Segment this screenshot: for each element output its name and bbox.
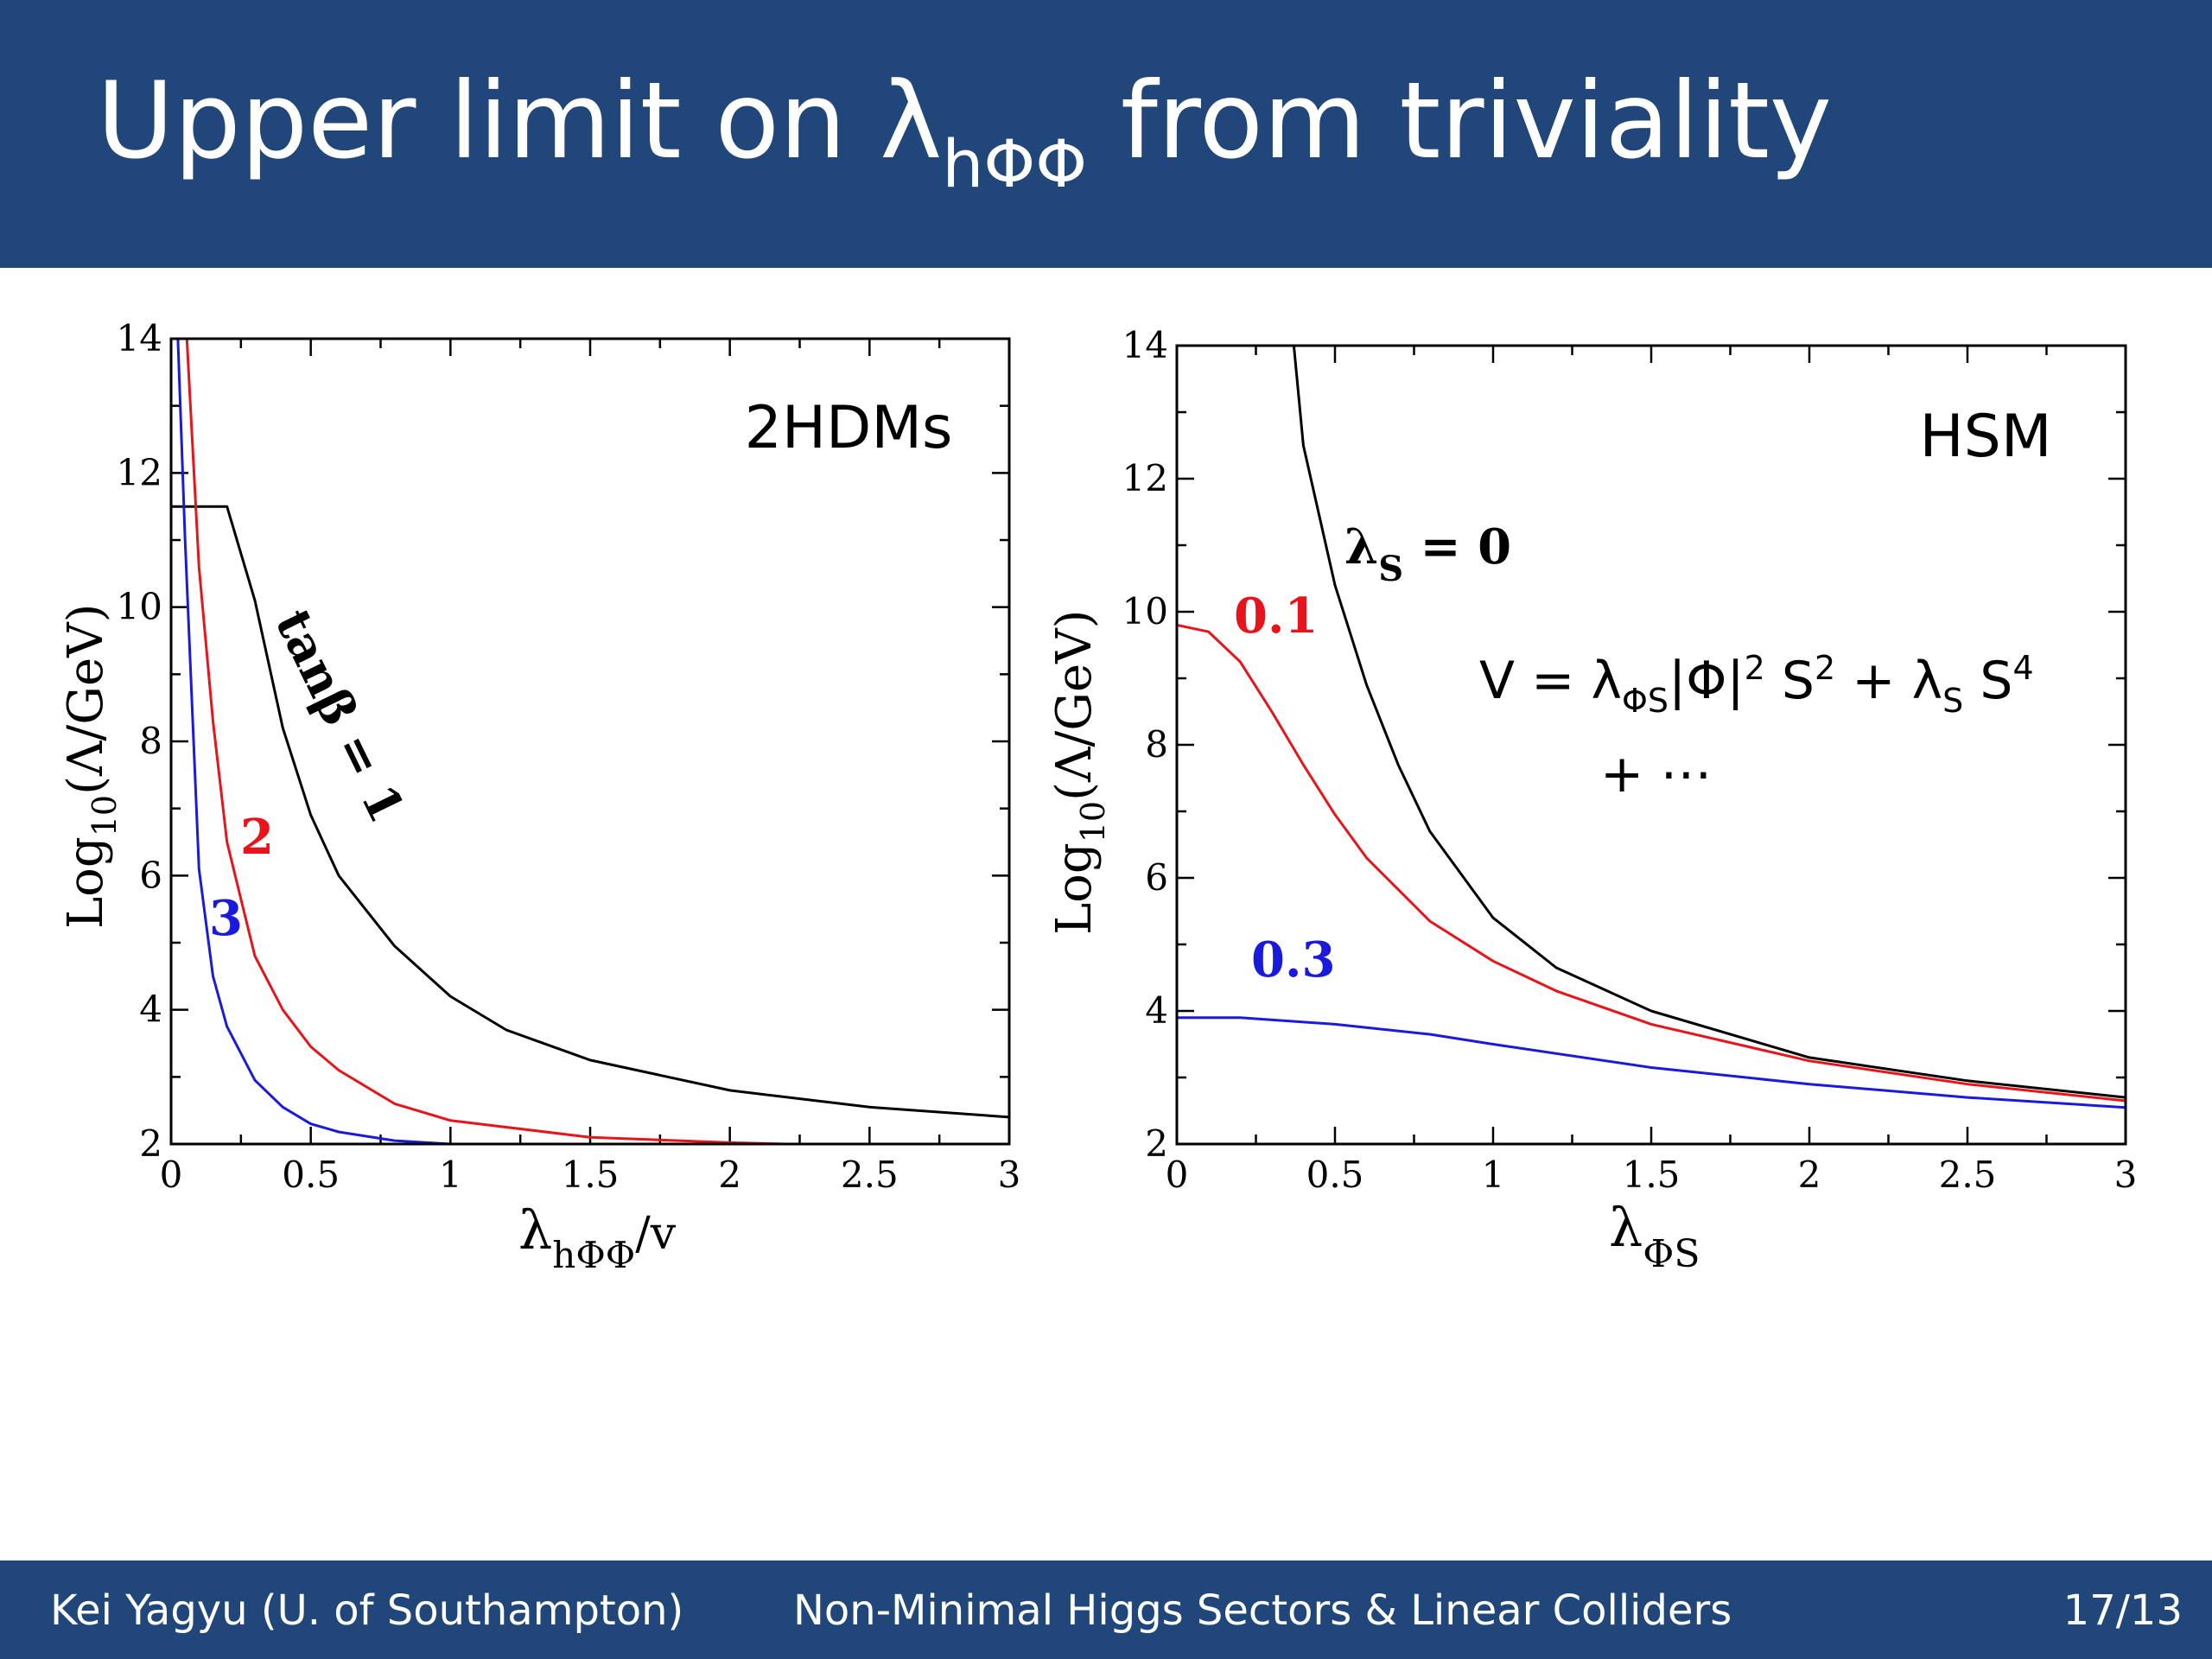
chart-2hdms: 0 0.5 1 1.5 2 2.5 3 2 4 6 8 10 12 14 2HDMs Log10(Λ/Ge… xyxy=(58,317,1021,1276)
x-tick-label: 1.5 xyxy=(562,1154,620,1196)
curve-label-lambda-s-0.1: 0.1 xyxy=(1234,588,1318,645)
y-tick-label: 8 xyxy=(139,720,162,762)
curves-2hdms xyxy=(171,339,1009,1144)
y-tick-label: 14 xyxy=(1122,324,1168,366)
x-tick-label: 1 xyxy=(1482,1154,1505,1196)
x-tick-label: 3 xyxy=(998,1154,1021,1196)
x-tick-label: 2.5 xyxy=(841,1154,899,1196)
curve-label-lambda-s-0: λS = 0 xyxy=(1344,518,1511,589)
y-axis-label-hsm: Log10(Λ/GeV) xyxy=(1046,610,1112,935)
y-tick-label: 12 xyxy=(117,451,162,493)
footer-talk-title: Non-Minimal Higgs Sectors & Linear Colli… xyxy=(793,1586,1732,1635)
y-tick-label: 10 xyxy=(1122,590,1168,632)
x-tick-label: 3 xyxy=(2114,1154,2138,1196)
series-line-1 xyxy=(1177,623,2126,1103)
y-tick-label: 2 xyxy=(139,1122,162,1165)
x-tick-label: 2 xyxy=(1798,1154,1821,1196)
x-tick-label: 0 xyxy=(160,1154,183,1196)
curves-hsm xyxy=(1177,346,2126,1109)
title-text-end: from triviality xyxy=(1087,60,1833,182)
y-tick-label: 2 xyxy=(1145,1122,1168,1165)
chart-hsm: 0 0.5 1 1.5 2 2.5 3 2 4 6 8 10 12 14 HSM Log10(Λ/GeV)… xyxy=(1046,324,2137,1276)
y-axis-label-2hdms: Log10(Λ/GeV) xyxy=(58,604,124,929)
slide-header: Upper limit on λhΦΦ from triviality xyxy=(0,0,2212,268)
x-tick-label: 0 xyxy=(1166,1154,1189,1196)
y-tick-label: 10 xyxy=(117,586,162,628)
curve-label-tanb-1: tanβ = 1 xyxy=(264,601,415,831)
panel-label-2hdms: 2HDMs xyxy=(745,394,953,462)
series-line-2 xyxy=(176,339,451,1144)
series-line-0 xyxy=(171,505,1009,1119)
potential-formula-continuation: + ⋯ xyxy=(1600,744,1712,804)
curve-label-tanb-3: 3 xyxy=(209,890,243,947)
plot-frame-2hdms xyxy=(169,337,1011,1146)
y-tick-label: 6 xyxy=(139,854,162,896)
x-tick-label: 2 xyxy=(718,1154,741,1196)
plot-frame-hsm xyxy=(1175,344,2127,1146)
x-tick-label: 0.5 xyxy=(282,1154,340,1196)
x-tick-label: 1.5 xyxy=(1623,1154,1681,1196)
y-tick-label: 14 xyxy=(117,317,162,359)
series-line-2 xyxy=(1177,1016,2126,1109)
y-tick-label: 4 xyxy=(1145,989,1168,1032)
y-tick-label: 6 xyxy=(1145,856,1168,899)
footer-author: Kei Yagyu (U. of Southampton) xyxy=(50,1586,684,1635)
curve-label-lambda-s-0.3: 0.3 xyxy=(1251,931,1335,988)
x-axis-label-2hdms: λhΦΦ/v xyxy=(518,1198,677,1276)
title-text: Upper limit on λ xyxy=(97,60,943,182)
y-tick-label: 12 xyxy=(1122,457,1168,499)
x-tick-label: 0.5 xyxy=(1306,1154,1364,1196)
curve-label-tanb-2: 2 xyxy=(240,809,274,866)
title-subscript: hΦΦ xyxy=(942,125,1088,202)
axes-hsm: 0 0.5 1 1.5 2 2.5 3 2 4 6 8 10 12 14 xyxy=(1122,324,2138,1196)
x-tick-label: 2.5 xyxy=(1939,1154,1997,1196)
series-line-0 xyxy=(1292,346,2126,1099)
x-axis-label-hsm: λΦS xyxy=(1609,1196,1700,1276)
y-tick-label: 4 xyxy=(139,988,162,1031)
y-tick-label: 8 xyxy=(1145,723,1168,766)
x-tick-label: 1 xyxy=(439,1154,462,1196)
series-line-1 xyxy=(185,339,786,1144)
slide-title: Upper limit on λhΦΦ from triviality xyxy=(97,52,1833,197)
panel-label-hsm: HSM xyxy=(1920,403,2052,471)
slide-footer: Kei Yagyu (U. of Southampton) Non-Minima… xyxy=(0,1560,2212,1659)
potential-formula: V = λΦS|Φ|2 S2 + λS S4 xyxy=(1479,649,2034,720)
footer-page-number: 17/13 xyxy=(2063,1586,2183,1635)
